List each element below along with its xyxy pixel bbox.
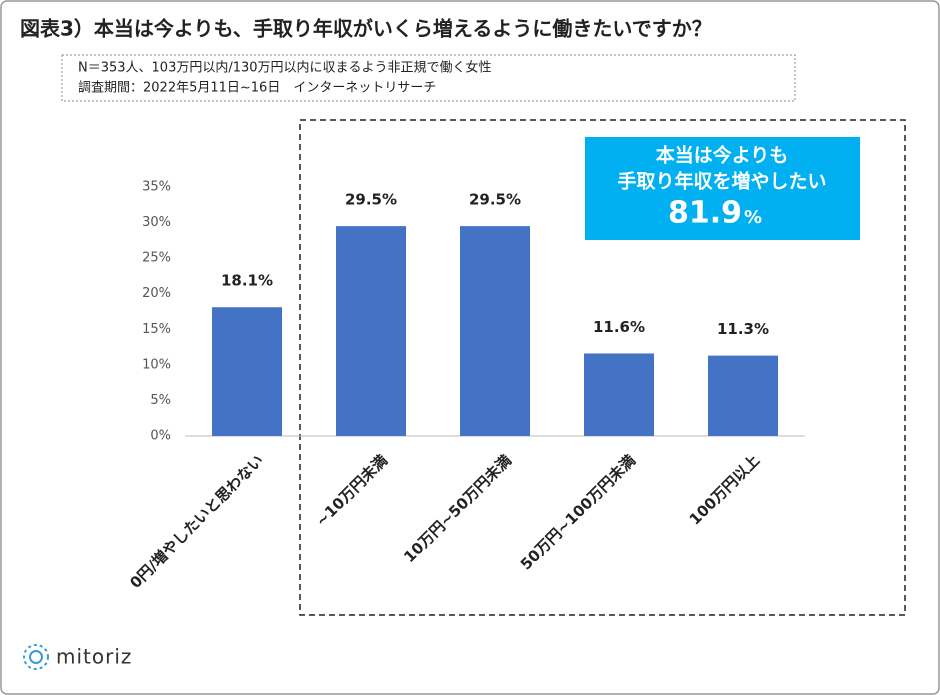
- logo-icon: [23, 644, 49, 670]
- callout-box: [585, 137, 860, 240]
- callout-value: 81.9: [668, 196, 742, 231]
- chart-title: 図表3）本当は今よりも、手取り年収がいくら増えるように働きたいですか？: [20, 17, 712, 41]
- y-tick-label: 20%: [142, 286, 171, 301]
- callout-text: 本当は今よりも: [656, 144, 789, 167]
- note: 調査期間：2022年5月11日~16日 インターネットリサーチ: [78, 81, 436, 96]
- y-tick-label: 15%: [142, 322, 171, 337]
- y-tick-label: 0%: [150, 429, 171, 444]
- y-tick-label: 25%: [142, 251, 171, 266]
- bar: [212, 307, 282, 436]
- logo-text: mitoriz: [56, 645, 132, 669]
- y-tick-label: 35%: [142, 180, 171, 195]
- y-tick-label: 10%: [142, 357, 171, 372]
- callout-text: 手取り年収を増やしたい: [617, 170, 826, 193]
- value-label: 11.3%: [717, 320, 769, 338]
- highlight-box: [299, 119, 906, 616]
- value-label: 29.5%: [345, 191, 397, 209]
- value-label: 29.5%: [469, 191, 521, 209]
- bar: [584, 353, 654, 436]
- note-box: [61, 54, 796, 102]
- value-label: 18.1%: [221, 272, 273, 290]
- bar: [336, 226, 406, 436]
- y-tick-label: 30%: [142, 215, 171, 230]
- y-tick-label: 5%: [150, 393, 171, 408]
- bar: [708, 355, 778, 436]
- bar: [460, 226, 530, 436]
- note: N＝353人、103万円以内/130万円以内に収まるよう非正規で働く女性: [78, 60, 492, 76]
- callout-unit: %: [744, 207, 762, 228]
- value-label: 11.6%: [593, 318, 645, 336]
